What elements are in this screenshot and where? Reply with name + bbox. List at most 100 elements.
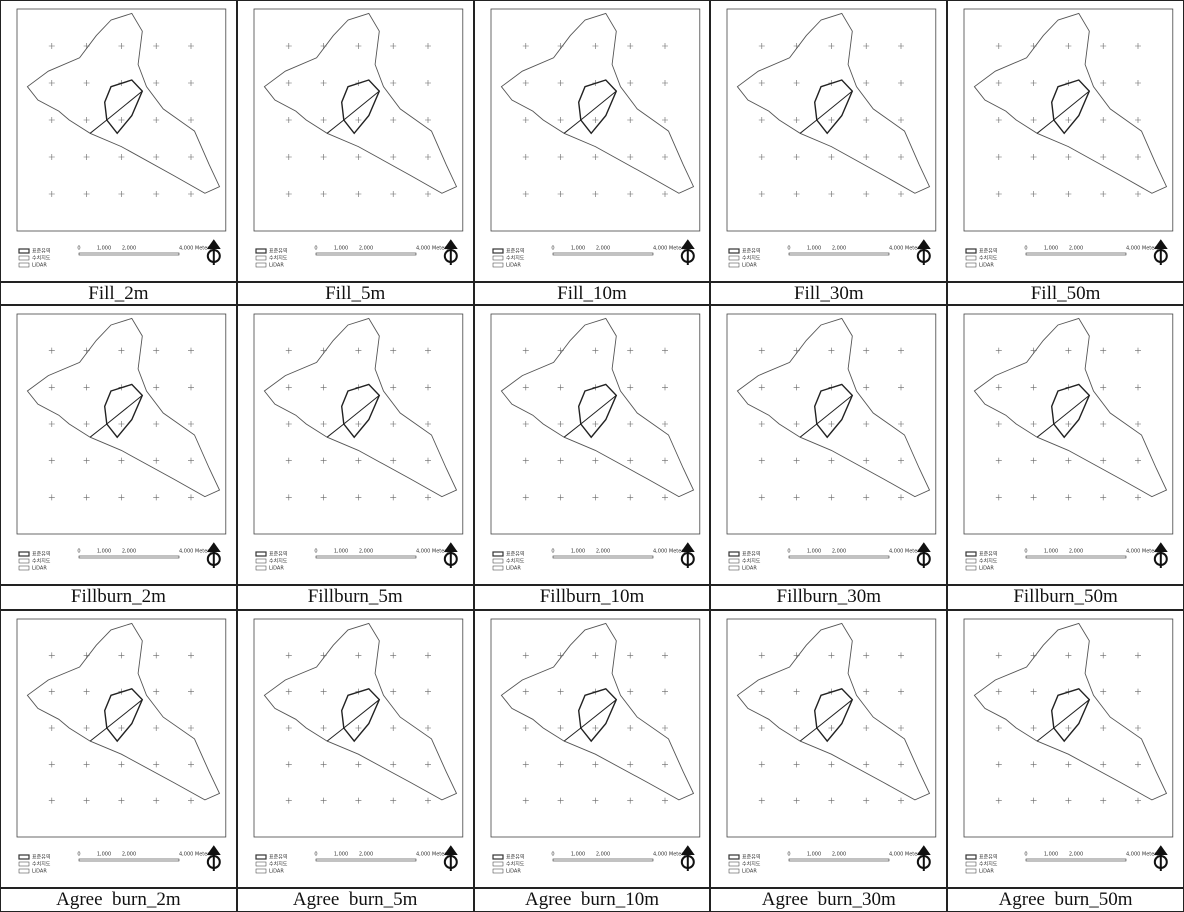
scale-label: 2,000 [122,246,136,252]
scale-label: 2,000 [1069,852,1083,858]
scale-label: 1,000 [334,246,348,252]
grid-cross [522,80,528,86]
grid-cross [355,458,361,464]
map: 표준유역수치지도LiDAR01,0002,0004,000 Meters [238,306,473,584]
grid-cross [188,652,194,658]
grid-cross [864,80,870,86]
grid-cross [49,689,55,695]
scale-bar [789,859,889,861]
grid-cross [522,494,528,500]
grid-cross [390,458,396,464]
scale-bar [1026,253,1126,255]
grid-cross [864,652,870,658]
grid-cross [759,421,765,427]
grid-cross [84,689,90,695]
grid-cross [898,689,904,695]
stream-line [90,700,142,741]
legend-swatch [966,566,976,570]
grid-cross [1066,191,1072,197]
grid-cross [1031,458,1037,464]
grid-cross [996,458,1002,464]
grid-cross [592,348,598,354]
grid-cross [286,117,292,123]
grid-cross [627,80,633,86]
grid-cross [592,154,598,160]
map-panel: 표준유역수치지도LiDAR01,0002,0004,000 Meters [237,610,474,888]
scale-label: 2,000 [832,246,846,252]
grid-cross [627,43,633,49]
grid-cross [829,458,835,464]
grid-cross [662,458,668,464]
grid-cross [759,458,765,464]
legend-label: 수치지도 [506,255,525,262]
grid-cross [898,725,904,731]
legend-label: LiDAR [32,263,47,269]
scale-label: 1,000 [1044,246,1058,252]
legend-swatch [493,249,503,253]
legend-label: 수치지도 [269,255,288,262]
grid-cross [188,798,194,804]
watershed-boundary [501,318,693,496]
panel-caption: Fillburn_50m [947,585,1184,610]
grid-cross [188,117,194,123]
grid-cross [1135,117,1141,123]
grid-cross [286,348,292,354]
legend-swatch [493,855,503,859]
grid-cross [153,458,159,464]
scale-label: 1,000 [97,852,111,858]
grid-cross [320,117,326,123]
map: 표준유역수치지도LiDAR01,0002,0004,000 Meters [475,306,710,584]
map: 표준유역수치지도LiDAR01,0002,0004,000 Meters [475,611,710,887]
legend-swatch [256,249,266,253]
grid-cross [627,458,633,464]
grid-cross [320,689,326,695]
watershed-boundary [975,318,1167,496]
grid-cross [1031,80,1037,86]
grid-cross [759,798,765,804]
grid-cross [1135,154,1141,160]
legend-swatch [256,256,266,260]
grid-cross [425,384,431,390]
watershed-boundary [264,13,456,193]
grid-cross [1100,191,1106,197]
grid-cross [1100,798,1106,804]
grid-cross [355,348,361,354]
stream-line [564,700,616,741]
legend-label: 표준유역 [269,248,287,255]
legend-swatch [256,559,266,563]
legend-swatch [493,862,503,866]
grid-cross [829,421,835,427]
grid-cross [1066,421,1072,427]
grid-cross [759,652,765,658]
grid-cross [425,689,431,695]
scale-label: 0 [788,852,791,858]
stream-line [564,91,616,133]
grid-cross [49,154,55,160]
grid-cross [662,689,668,695]
grid-cross [84,421,90,427]
legend-swatch [966,855,976,859]
grid-cross [898,80,904,86]
scale-bar [553,253,653,255]
grid-cross [759,117,765,123]
map: 표준유역수치지도LiDAR01,0002,0004,000 Meters [948,306,1183,584]
grid-cross [49,191,55,197]
stream-line [564,395,616,437]
legend-label: 수치지도 [506,558,525,565]
legend-label: 수치지도 [979,255,998,262]
grid-cross [592,421,598,427]
legend-swatch [256,869,266,873]
grid-cross [759,494,765,500]
grid-cross [320,494,326,500]
grid-cross [864,154,870,160]
grid-cross [286,80,292,86]
grid-cross [829,798,835,804]
legend-swatch [19,869,29,873]
stream-line [800,395,852,437]
grid-cross [522,652,528,658]
grid-cross [759,154,765,160]
legend-label: 표준유역 [506,551,524,558]
legend-label: LiDAR [979,566,994,572]
